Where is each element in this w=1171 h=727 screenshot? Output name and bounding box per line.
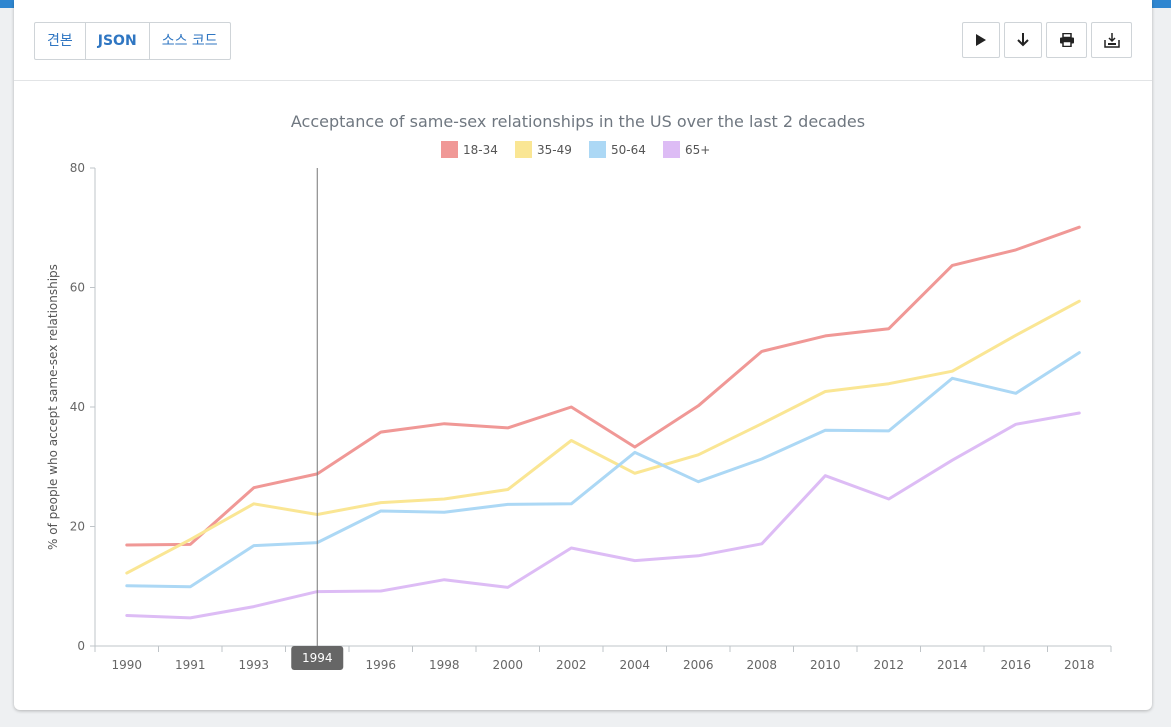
- view-tabs: 견본 JSON 소스 코드: [34, 22, 231, 60]
- chart-card: 견본 JSON 소스 코드: [14, 0, 1152, 710]
- legend-label: 18-34: [463, 143, 498, 157]
- x-tick-label: 2012: [873, 658, 904, 672]
- legend-label: 35-49: [537, 143, 572, 157]
- y-tick-label: 0: [77, 639, 85, 653]
- x-tick-label: 2014: [937, 658, 968, 672]
- x-tick-label: 2002: [556, 658, 587, 672]
- y-tick-label: 20: [70, 520, 85, 534]
- y-axis-label: % of people who accept same-sex relation…: [46, 264, 60, 550]
- export-icon: [1103, 33, 1120, 48]
- legend-label: 65+: [685, 143, 710, 157]
- tab-sample[interactable]: 견본: [35, 23, 86, 59]
- legend-swatch: [441, 141, 458, 158]
- x-tick-label: 1991: [175, 658, 206, 672]
- legend-label: 50-64: [611, 143, 646, 157]
- legend-swatch: [663, 141, 680, 158]
- download-button[interactable]: [1004, 22, 1042, 58]
- print-button[interactable]: [1046, 22, 1087, 58]
- x-tick-label: 2004: [619, 658, 650, 672]
- x-tick-label: 2008: [746, 658, 777, 672]
- tab-json[interactable]: JSON: [86, 23, 150, 59]
- x-tick-label: 1993: [238, 658, 269, 672]
- print-icon: [1059, 33, 1074, 47]
- x-tick-label: 1998: [429, 658, 460, 672]
- chart-axes: 0 20 40 60 80 1990 1991 1993 1994 1996 1998 2000 200…: [70, 161, 1112, 672]
- play-button[interactable]: [962, 22, 1000, 58]
- y-tick-label: 60: [70, 281, 85, 295]
- toolbar: 견본 JSON 소스 코드: [14, 8, 1152, 81]
- x-tick-label: 1990: [111, 658, 142, 672]
- action-buttons: [962, 22, 1132, 58]
- chart-cursor: 1994: [291, 168, 344, 670]
- export-button[interactable]: [1091, 22, 1132, 58]
- y-tick-label: 40: [70, 400, 85, 414]
- cursor-label-box: [291, 646, 344, 670]
- legend-swatch: [515, 141, 532, 158]
- chart-title: Acceptance of same-sex relationships in …: [291, 112, 865, 131]
- series-line-65: [125, 411, 1081, 620]
- series-line-5064: [125, 351, 1081, 589]
- y-tick-label: 80: [70, 161, 85, 175]
- play-icon: [976, 34, 986, 46]
- cursor-label: 1994: [302, 651, 333, 665]
- chart-legend: 18-34 35-49 50-64 65+: [441, 141, 710, 158]
- legend-swatch: [589, 141, 606, 158]
- x-tick-label: 2016: [1000, 658, 1031, 672]
- x-tick-label: 2018: [1064, 658, 1095, 672]
- series-line-1834: [125, 225, 1081, 547]
- chart-series: [125, 225, 1081, 620]
- x-tick-label: 2010: [810, 658, 841, 672]
- x-tick-label: 2000: [492, 658, 523, 672]
- x-tick-label: 1996: [365, 658, 396, 672]
- download-arrow-icon: [1017, 33, 1029, 47]
- x-tick-label: 2006: [683, 658, 714, 672]
- series-line-3549: [125, 299, 1081, 575]
- tab-source-code[interactable]: 소스 코드: [161, 33, 218, 49]
